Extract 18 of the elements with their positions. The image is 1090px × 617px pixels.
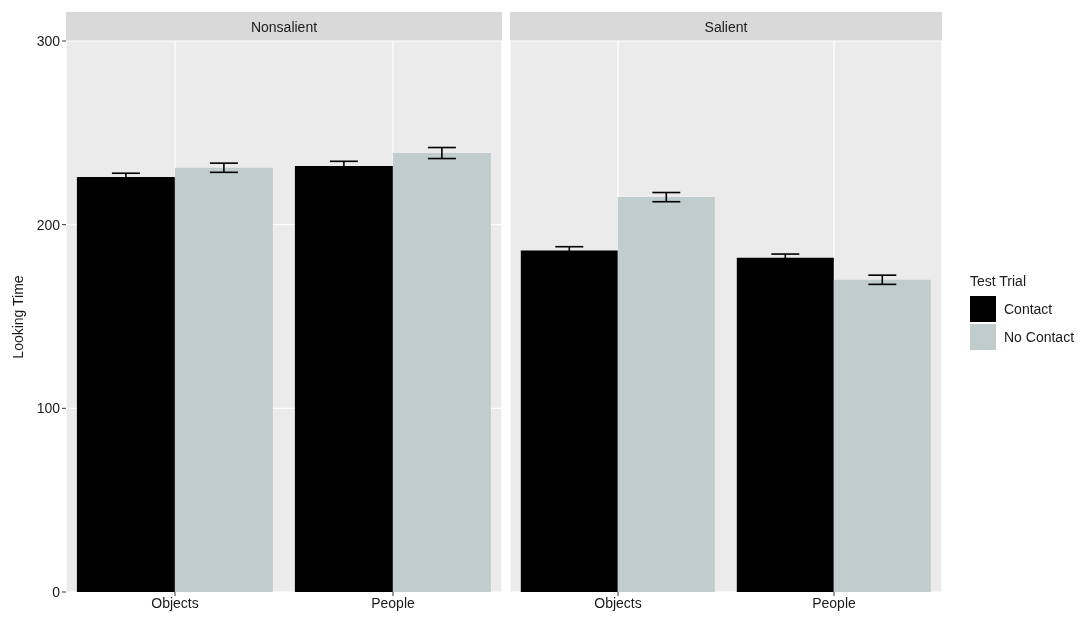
bar [617, 197, 715, 592]
y-tick-label: 100 [36, 400, 61, 417]
y-axis-title: Looking Time [10, 274, 26, 359]
bar [736, 257, 834, 592]
x-tick-label: Objects [594, 594, 642, 611]
y-tick-label: 200 [36, 216, 61, 233]
chart-title: Nonsalient [66, 12, 502, 41]
x-tick-label: People [812, 594, 857, 611]
bar [833, 279, 931, 592]
bar [520, 250, 618, 592]
y-tick-label: 0 [52, 583, 61, 600]
x-tick-label: People [371, 594, 416, 611]
y-tick-label: 300 [36, 32, 61, 49]
legend-label: Contact [1004, 301, 1053, 317]
legend-title: Test Trial [970, 273, 1027, 289]
x-tick-label: Objects [151, 594, 199, 611]
chart-title: Salient [510, 12, 942, 41]
legend-label: No Contact [1004, 329, 1075, 345]
